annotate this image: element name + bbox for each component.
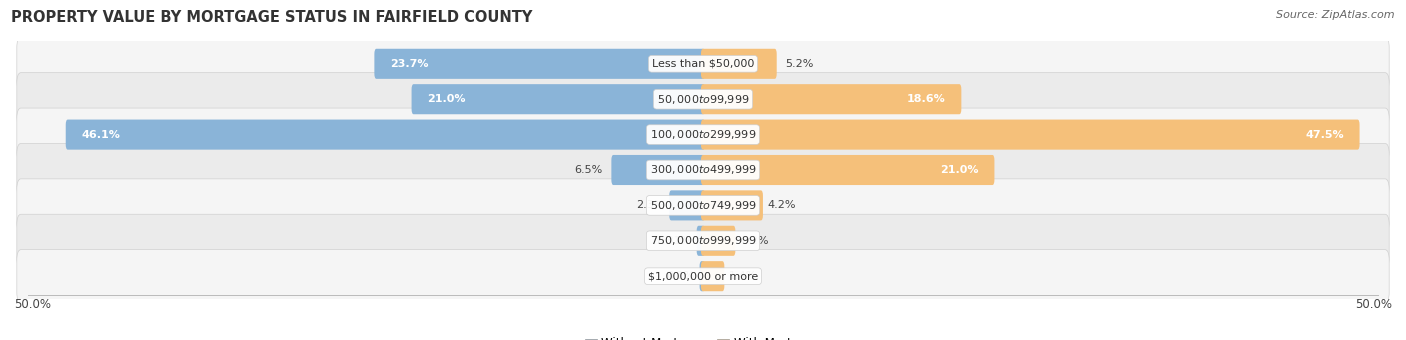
Text: $1,000,000 or more: $1,000,000 or more bbox=[648, 271, 758, 281]
Text: Source: ZipAtlas.com: Source: ZipAtlas.com bbox=[1277, 10, 1395, 20]
Text: 21.0%: 21.0% bbox=[941, 165, 979, 175]
Text: PROPERTY VALUE BY MORTGAGE STATUS IN FAIRFIELD COUNTY: PROPERTY VALUE BY MORTGAGE STATUS IN FAI… bbox=[11, 10, 533, 25]
FancyBboxPatch shape bbox=[702, 120, 1360, 150]
Text: $500,000 to $749,999: $500,000 to $749,999 bbox=[650, 199, 756, 212]
FancyBboxPatch shape bbox=[17, 108, 1389, 161]
FancyBboxPatch shape bbox=[412, 84, 704, 114]
FancyBboxPatch shape bbox=[702, 261, 724, 291]
Text: 50.0%: 50.0% bbox=[14, 298, 51, 311]
FancyBboxPatch shape bbox=[17, 73, 1389, 126]
FancyBboxPatch shape bbox=[702, 190, 763, 220]
FancyBboxPatch shape bbox=[17, 37, 1389, 90]
Text: 5.2%: 5.2% bbox=[786, 59, 814, 69]
FancyBboxPatch shape bbox=[702, 84, 962, 114]
Text: 4.2%: 4.2% bbox=[768, 200, 796, 210]
FancyBboxPatch shape bbox=[374, 49, 704, 79]
Text: Less than $50,000: Less than $50,000 bbox=[652, 59, 754, 69]
Text: $50,000 to $99,999: $50,000 to $99,999 bbox=[657, 93, 749, 106]
FancyBboxPatch shape bbox=[702, 226, 735, 256]
Text: $300,000 to $499,999: $300,000 to $499,999 bbox=[650, 164, 756, 176]
Text: $100,000 to $299,999: $100,000 to $299,999 bbox=[650, 128, 756, 141]
FancyBboxPatch shape bbox=[17, 179, 1389, 232]
Text: 0.31%: 0.31% bbox=[657, 236, 692, 246]
Text: 50.0%: 50.0% bbox=[1355, 298, 1392, 311]
Legend: Without Mortgage, With Mortgage: Without Mortgage, With Mortgage bbox=[585, 337, 821, 340]
FancyBboxPatch shape bbox=[702, 155, 994, 185]
Text: $750,000 to $999,999: $750,000 to $999,999 bbox=[650, 234, 756, 247]
Text: 0.1%: 0.1% bbox=[666, 271, 695, 281]
FancyBboxPatch shape bbox=[702, 49, 776, 79]
Text: 21.0%: 21.0% bbox=[427, 94, 465, 104]
Text: 2.3%: 2.3% bbox=[636, 200, 665, 210]
FancyBboxPatch shape bbox=[17, 250, 1389, 303]
FancyBboxPatch shape bbox=[700, 261, 704, 291]
Text: 23.7%: 23.7% bbox=[391, 59, 429, 69]
FancyBboxPatch shape bbox=[696, 226, 704, 256]
FancyBboxPatch shape bbox=[66, 120, 704, 150]
Text: 2.2%: 2.2% bbox=[740, 236, 769, 246]
FancyBboxPatch shape bbox=[669, 190, 704, 220]
FancyBboxPatch shape bbox=[612, 155, 704, 185]
Text: 47.5%: 47.5% bbox=[1305, 130, 1344, 140]
FancyBboxPatch shape bbox=[17, 143, 1389, 197]
FancyBboxPatch shape bbox=[17, 214, 1389, 267]
Text: 6.5%: 6.5% bbox=[574, 165, 602, 175]
Text: 1.4%: 1.4% bbox=[730, 271, 758, 281]
Text: 46.1%: 46.1% bbox=[82, 130, 121, 140]
Text: 18.6%: 18.6% bbox=[907, 94, 945, 104]
